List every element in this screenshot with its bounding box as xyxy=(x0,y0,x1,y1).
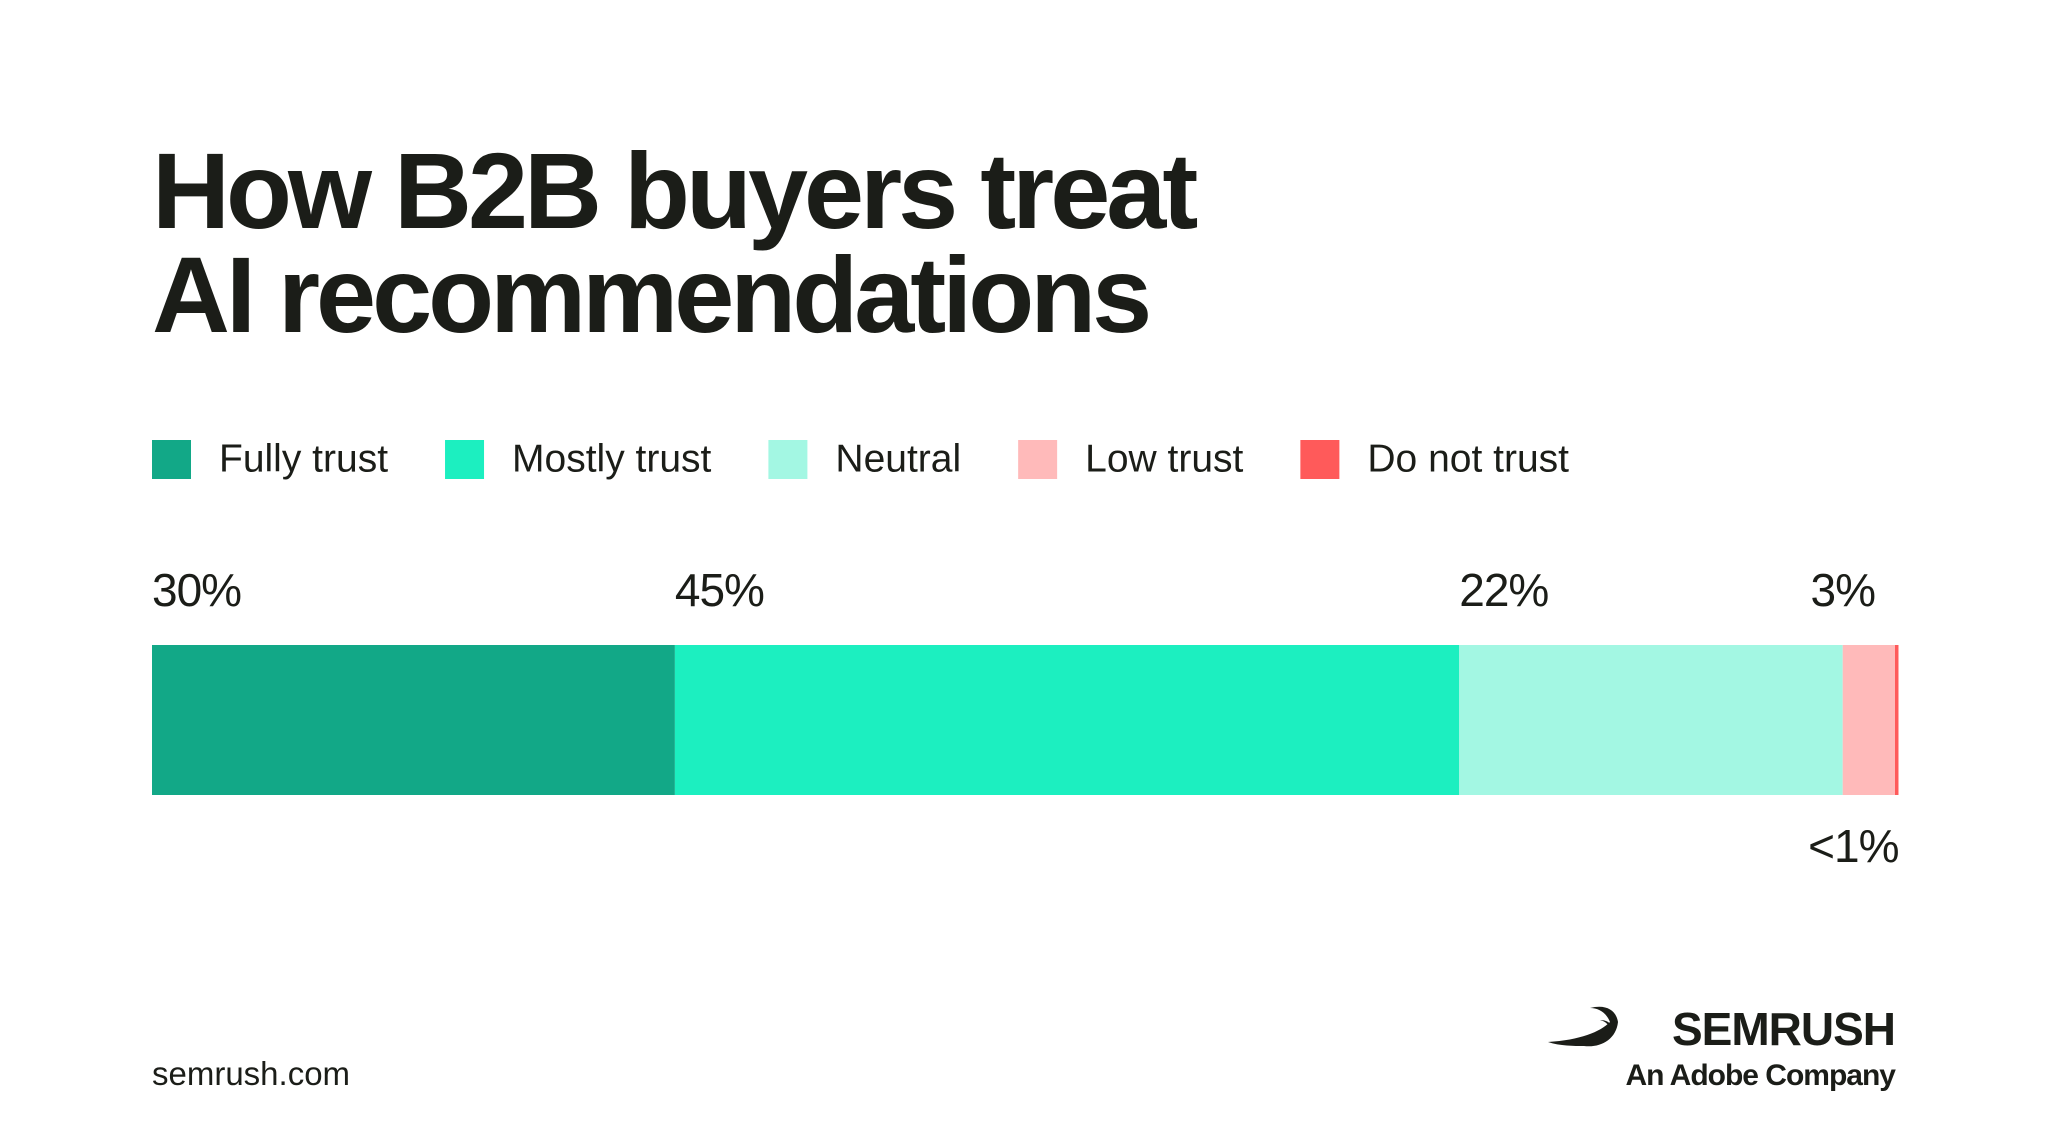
value-label: 45% xyxy=(675,564,764,616)
legend-label: Neutral xyxy=(835,437,961,480)
legend-swatch xyxy=(1018,440,1058,479)
source: semrush.com xyxy=(152,1055,350,1092)
value-label: <1% xyxy=(1808,820,1898,872)
brand: SEMRUSH xyxy=(1672,1003,1895,1055)
legend-swatch xyxy=(768,440,808,479)
legend-swatch xyxy=(445,440,485,479)
legend-label: Low trust xyxy=(1085,437,1243,480)
bar-segment xyxy=(1842,645,1895,795)
legend-swatch xyxy=(152,440,191,479)
bar-segment xyxy=(1895,645,1899,795)
bar-segment xyxy=(1459,645,1843,795)
chart-title: How B2B buyers treat AI recommendations xyxy=(152,130,1197,355)
legend-label: Mostly trust xyxy=(512,437,712,480)
bar-segment xyxy=(152,645,675,795)
legend-label: Do not trust xyxy=(1367,437,1569,480)
tagline: An Adobe Company xyxy=(1625,1059,1896,1092)
value-label: 30% xyxy=(152,564,241,616)
legend-label: Fully trust xyxy=(219,437,388,480)
value-label: 3% xyxy=(1811,564,1876,616)
legend-swatch xyxy=(1300,440,1340,479)
value-label: 22% xyxy=(1459,564,1548,616)
brand-icon xyxy=(1548,1006,1618,1047)
bar-segment xyxy=(674,645,1460,795)
